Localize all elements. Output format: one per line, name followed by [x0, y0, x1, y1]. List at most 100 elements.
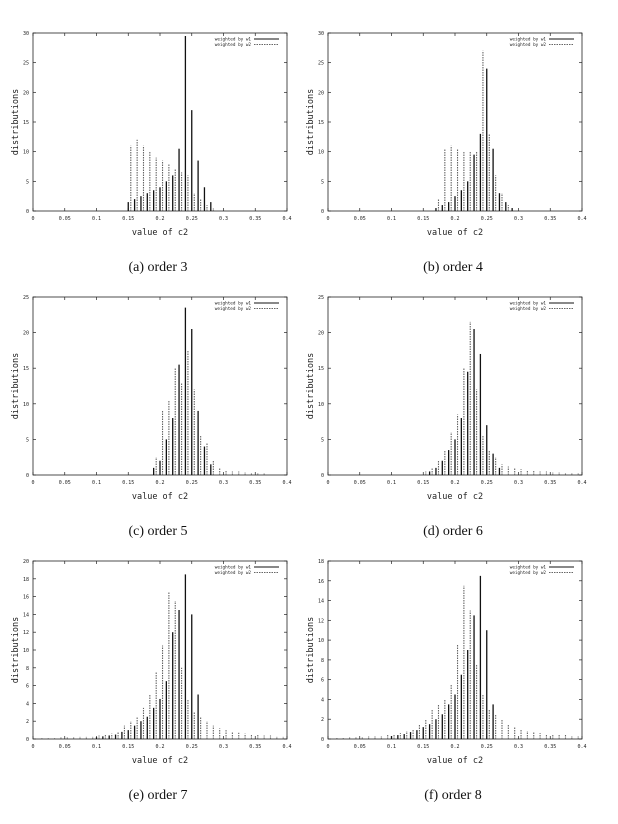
y-tick-label: 12 — [23, 630, 29, 636]
plot-frame — [327, 32, 583, 212]
chart-svg-f: 0 0.05 0.1 0.15 0.2 0.25 0.3 0.35 0.4 0 2 4 6 8 10 12 14… — [306, 559, 587, 766]
x-tick-label: 0.15 — [417, 744, 429, 750]
y-tick-label: 12 — [318, 618, 324, 624]
chart-svg-c: 0 0.05 0.1 0.15 0.2 0.25 0.3 0.35 0.4 0 5 10 15 20 25 v… — [11, 295, 292, 502]
subfigure-caption: (d) order 6 — [423, 524, 483, 539]
x-tick-label: 0.35 — [544, 480, 556, 486]
y-tick-label: 15 — [318, 366, 324, 372]
y-tick-label: 4 — [26, 701, 29, 707]
x-axis-label: value of c2 — [132, 492, 188, 502]
y-tick-label: 16 — [318, 579, 324, 585]
chart-panel-e: 0 0.05 0.1 0.15 0.2 0.25 0.3 0.35 0.4 0 2 4 6 8 10 12 14… — [8, 556, 308, 821]
x-tick-label: 0.35 — [544, 744, 556, 750]
x-tick-label: 0.2 — [155, 744, 164, 750]
y-tick-label: 30 — [23, 31, 29, 37]
y-tick-label: 15 — [23, 120, 29, 126]
legend-label: weighted by w2 — [215, 570, 252, 576]
x-tick-label: 0.3 — [514, 744, 523, 750]
x-tick-label: 0.15 — [122, 480, 134, 486]
x-tick-label: 0.2 — [450, 744, 459, 750]
x-axis-label: value of c2 — [132, 756, 188, 766]
x-tick-label: 0.4 — [577, 480, 586, 486]
x-axis-label: value of c2 — [132, 228, 188, 238]
x-tick-label: 0.05 — [59, 744, 71, 750]
chart-svg-b: 0 0.05 0.1 0.15 0.2 0.25 0.3 0.35 0.4 0 5 10 15 20 25 3… — [306, 31, 587, 238]
y-tick-label: 15 — [23, 366, 29, 372]
x-tick-label: 0.05 — [354, 480, 366, 486]
y-axis-label: distributions — [306, 89, 316, 156]
y-tick-label: 18 — [318, 559, 324, 565]
y-tick-label: 5 — [26, 179, 29, 185]
x-tick-label: 0 — [31, 744, 34, 750]
y-axis-label: distributions — [11, 89, 21, 156]
y-tick-label: 0 — [321, 737, 324, 743]
subfigure-caption: (e) order 7 — [128, 788, 188, 803]
chart-panel-b: 0 0.05 0.1 0.15 0.2 0.25 0.3 0.35 0.4 0 5 10 15 20 25 3… — [303, 28, 603, 293]
y-tick-label: 5 — [26, 437, 29, 443]
x-axis-label: value of c2 — [427, 492, 483, 502]
x-tick-label: 0.4 — [282, 480, 291, 486]
legend-label: weighted by w2 — [510, 570, 547, 576]
legend-label: weighted by w2 — [510, 306, 547, 312]
x-tick-label: 0.1 — [387, 216, 396, 222]
y-tick-label: 20 — [318, 90, 324, 96]
y-tick-label: 6 — [321, 678, 324, 684]
y-tick-label: 4 — [321, 697, 324, 703]
y-tick-label: 10 — [23, 648, 29, 654]
y-tick-label: 0 — [321, 473, 324, 479]
x-tick-label: 0.2 — [155, 216, 164, 222]
x-tick-label: 0.25 — [481, 480, 493, 486]
y-tick-label: 14 — [318, 599, 324, 605]
x-tick-label: 0 — [326, 480, 329, 486]
x-tick-label: 0.1 — [387, 744, 396, 750]
x-tick-label: 0.3 — [219, 480, 228, 486]
y-tick-label: 8 — [26, 666, 29, 672]
x-tick-label: 0.2 — [450, 480, 459, 486]
y-tick-label: 20 — [23, 331, 29, 337]
plot-frame — [32, 296, 288, 476]
x-tick-label: 0.15 — [417, 480, 429, 486]
x-tick-label: 0.4 — [577, 216, 586, 222]
x-tick-label: 0.35 — [249, 480, 261, 486]
x-tick-label: 0.1 — [92, 216, 101, 222]
y-tick-label: 5 — [321, 437, 324, 443]
x-tick-label: 0.25 — [481, 744, 493, 750]
x-tick-label: 0.3 — [514, 480, 523, 486]
y-tick-label: 6 — [26, 684, 29, 690]
y-axis-label: distributions — [306, 353, 316, 420]
x-tick-label: 0.3 — [219, 216, 228, 222]
x-tick-label: 0.1 — [92, 744, 101, 750]
x-tick-label: 0.4 — [282, 744, 291, 750]
legend-label: weighted by w1 — [510, 301, 547, 307]
y-tick-label: 10 — [318, 150, 324, 156]
legend-label: weighted by w2 — [510, 42, 547, 48]
x-tick-label: 0.35 — [249, 216, 261, 222]
chart-svg-d: 0 0.05 0.1 0.15 0.2 0.25 0.3 0.35 0.4 0 5 10 15 20 25 v… — [306, 295, 587, 502]
x-tick-label: 0 — [31, 216, 34, 222]
x-tick-label: 0.25 — [186, 480, 198, 486]
y-tick-label: 25 — [318, 61, 324, 67]
x-tick-label: 0.05 — [354, 744, 366, 750]
x-tick-label: 0.3 — [514, 216, 523, 222]
legend-label: weighted by w1 — [215, 37, 252, 43]
legend-label: weighted by w2 — [215, 306, 252, 312]
x-tick-label: 0.4 — [282, 216, 291, 222]
y-tick-label: 30 — [318, 31, 324, 37]
chart-panel-a: 0 0.05 0.1 0.15 0.2 0.25 0.3 0.35 0.4 0 5 10 15 20 25 3… — [8, 28, 308, 293]
x-axis-label: value of c2 — [427, 756, 483, 766]
chart-svg-a: 0 0.05 0.1 0.15 0.2 0.25 0.3 0.35 0.4 0 5 10 15 20 25 3… — [11, 31, 292, 238]
x-tick-label: 0.15 — [122, 216, 134, 222]
y-axis-label: distributions — [306, 617, 316, 684]
chart-panel-d: 0 0.05 0.1 0.15 0.2 0.25 0.3 0.35 0.4 0 5 10 15 20 25 v… — [303, 292, 603, 557]
y-tick-label: 0 — [26, 473, 29, 479]
x-tick-label: 0.35 — [249, 744, 261, 750]
plot-frame — [32, 32, 288, 212]
subfigure-caption: (f) order 8 — [424, 788, 482, 803]
y-tick-label: 0 — [26, 209, 29, 215]
x-tick-label: 0.4 — [577, 744, 586, 750]
x-tick-label: 0.05 — [59, 480, 71, 486]
y-tick-label: 10 — [318, 402, 324, 408]
legend-label: weighted by w1 — [215, 565, 252, 571]
chart-svg-e: 0 0.05 0.1 0.15 0.2 0.25 0.3 0.35 0.4 0 2 4 6 8 10 12 14… — [11, 559, 292, 766]
y-tick-label: 5 — [321, 179, 324, 185]
